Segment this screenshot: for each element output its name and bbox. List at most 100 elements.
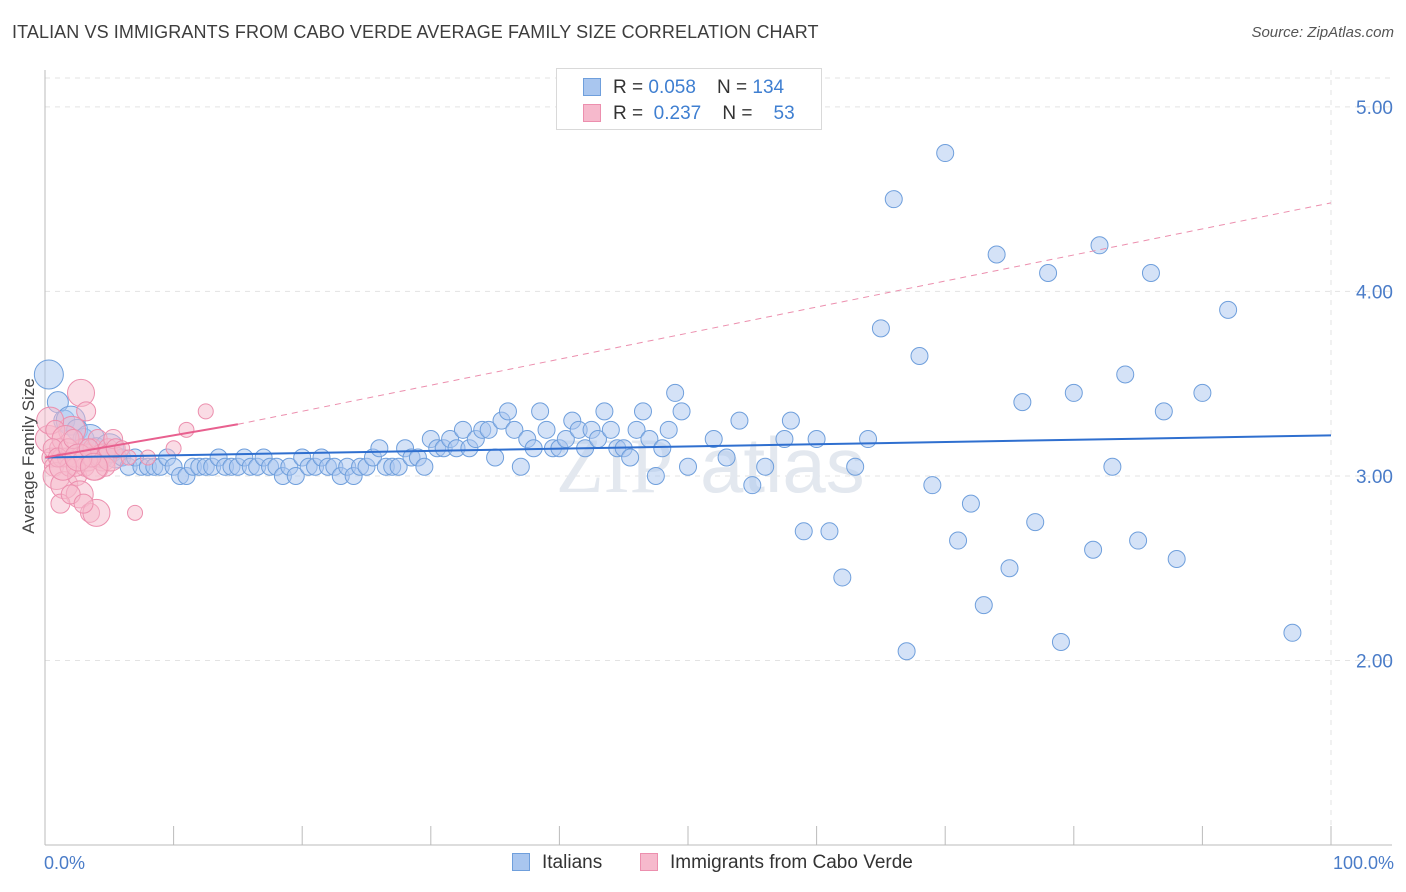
data-point — [595, 402, 614, 421]
bottom-legend-label-italians: Italians — [542, 852, 603, 873]
data-point — [178, 421, 195, 438]
data-point — [370, 439, 389, 458]
data-point — [884, 190, 903, 209]
bottom-legend-swatch-cabo-verde — [640, 853, 658, 871]
data-point — [627, 420, 646, 439]
legend-n-value: 53 — [773, 103, 795, 124]
data-point — [1084, 540, 1103, 559]
data-point — [961, 494, 980, 513]
data-point — [871, 319, 890, 338]
data-point — [820, 522, 839, 541]
y-tick-label: 5.00 — [1356, 98, 1393, 119]
data-point — [621, 448, 640, 467]
data-point — [1283, 623, 1302, 642]
data-point — [1154, 402, 1173, 421]
data-point — [120, 449, 137, 466]
trend-lines — [44, 202, 1332, 459]
data-point — [1064, 383, 1083, 402]
y-tick-label: 4.00 — [1356, 282, 1393, 303]
data-point — [666, 383, 685, 402]
data-point — [1090, 236, 1109, 255]
data-point — [1051, 633, 1070, 652]
data-point — [833, 568, 852, 587]
data-point — [453, 420, 472, 439]
bottom-legend-cabo-verde: Immigrants from Cabo Verde — [640, 852, 913, 874]
legend-r-label: R = — [613, 77, 649, 98]
data-point — [679, 457, 697, 476]
data-point — [1116, 365, 1135, 384]
data-point — [165, 440, 182, 457]
legend-n-label: N = — [722, 103, 758, 124]
data-point — [73, 493, 94, 514]
data-point — [659, 420, 678, 439]
chart-title: ITALIAN VS IMMIGRANTS FROM CABO VERDE AV… — [12, 22, 819, 42]
data-point — [33, 359, 64, 390]
data-point — [127, 504, 144, 521]
data-point — [415, 457, 434, 476]
data-point — [1039, 263, 1058, 282]
data-point — [756, 457, 775, 476]
data-point — [1013, 393, 1032, 412]
data-point — [653, 439, 672, 458]
data-point — [775, 430, 794, 449]
y-tick-label: 3.00 — [1356, 467, 1393, 488]
legend-n-value: 134 — [752, 77, 785, 98]
data-point — [859, 430, 878, 449]
data-point — [286, 466, 305, 485]
data-point — [936, 144, 955, 163]
data-point — [910, 347, 929, 366]
data-point — [76, 401, 97, 422]
data-point — [486, 448, 505, 467]
data-point — [1026, 513, 1045, 532]
legend-r-value: 0.237 — [653, 103, 702, 124]
data-point — [717, 448, 736, 467]
data-point — [511, 457, 530, 476]
data-point — [633, 402, 652, 421]
data-point — [537, 420, 556, 439]
data-point — [531, 402, 550, 421]
data-point — [794, 522, 813, 541]
x-tick-label-max: 100.0% — [1333, 853, 1394, 873]
data-point — [781, 411, 800, 430]
data-point — [139, 449, 156, 466]
data-point — [704, 430, 723, 449]
legend-swatch-cabo-verde — [583, 104, 601, 122]
data-point — [897, 642, 916, 661]
data-point — [1129, 531, 1148, 550]
bottom-legend-italians: Italians — [512, 852, 602, 874]
y-tick-label: 2.00 — [1356, 651, 1393, 672]
trend-line-cabo-verde — [44, 423, 239, 459]
data-point — [505, 420, 524, 439]
data-point — [672, 402, 691, 421]
data-point — [974, 596, 993, 615]
data-point — [646, 466, 665, 485]
source-label: Source: ZipAtlas.com — [1251, 24, 1394, 41]
data-point — [479, 420, 498, 439]
data-point — [601, 420, 620, 439]
data-point — [1141, 263, 1160, 282]
legend-r-label: R = — [613, 103, 649, 124]
data-point — [79, 452, 108, 481]
data-point — [1219, 300, 1238, 319]
legend-r-value: 0.058 — [648, 77, 696, 98]
bottom-legend-label-cabo-verde: Immigrants from Cabo Verde — [670, 852, 913, 873]
data-point — [498, 402, 517, 421]
x-tick-label-min: 0.0% — [44, 853, 85, 873]
data-point — [1167, 549, 1186, 568]
data-point — [389, 457, 408, 476]
data-point — [1193, 383, 1212, 402]
series-italians — [33, 144, 1302, 661]
data-point — [987, 245, 1006, 264]
tick-labels: 2.00 3.00 4.00 5.00 0.0% 100.0% — [44, 98, 1394, 873]
legend-swatch-italians — [583, 78, 601, 96]
data-point — [743, 476, 762, 495]
data-point — [197, 403, 214, 420]
legend-n-label: N = — [717, 77, 753, 98]
data-point — [1000, 559, 1019, 578]
data-point — [846, 457, 865, 476]
correlation-legend: R = 0.058 N = 134 R = 0.237 N = 53 — [556, 68, 822, 130]
bottom-legend-swatch-italians — [512, 853, 530, 871]
y-axis-label: Average Family Size — [19, 378, 38, 534]
trend-line-cabo-verde-extended — [237, 202, 1332, 425]
